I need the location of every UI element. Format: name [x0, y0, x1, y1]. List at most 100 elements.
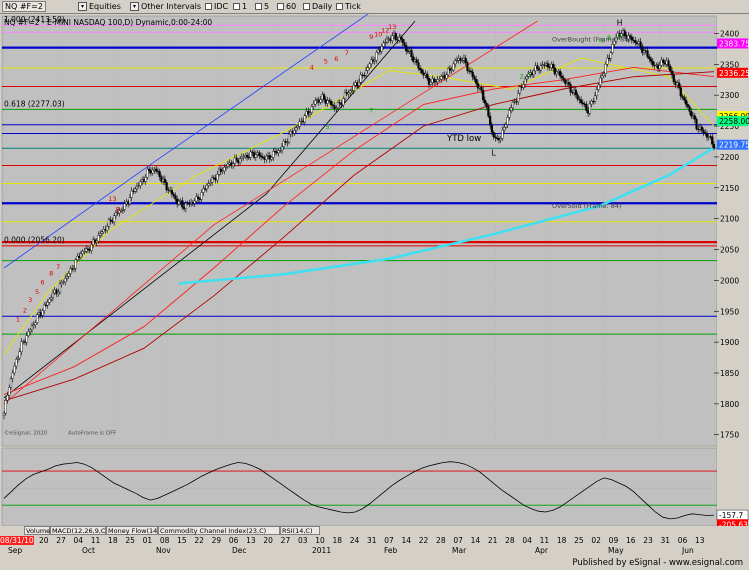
- candle-body: [345, 92, 348, 95]
- day-tick-label: 24: [349, 536, 360, 545]
- candle-body: [496, 137, 499, 139]
- month-tick-label: Sep: [8, 546, 23, 555]
- day-tick-label: 28: [436, 536, 446, 545]
- day-tick-label: 18: [108, 536, 118, 545]
- candle-body: [368, 63, 371, 68]
- candle-body: [298, 121, 301, 127]
- candle-body: [120, 210, 123, 212]
- candle-body: [86, 248, 90, 250]
- candle-body: [649, 58, 653, 62]
- candle-body: [186, 203, 189, 205]
- candle-body: [34, 322, 37, 325]
- candle-body: [681, 95, 684, 98]
- candle-body: [198, 198, 201, 200]
- day-tick-label: 13: [695, 536, 705, 545]
- candle-body: [690, 111, 693, 117]
- chart-area[interactable]: 1 2 3 5 6 8 7 13 8 4 5 6 7 9 10 12 13 5 7 9 6 8 2 3 1.000 (2413…: [0, 11, 749, 530]
- candle-body: [466, 62, 469, 71]
- price-tick-label: 2100: [720, 215, 739, 224]
- indicator-tab[interactable]: Money Flow(14): [106, 526, 160, 535]
- candle-body: [398, 36, 401, 41]
- indicator-tab[interactable]: Commodity Channel Index(23,C): [158, 526, 280, 535]
- symbol-box[interactable]: NQ #F=2: [2, 1, 46, 12]
- candle-body: [457, 58, 460, 61]
- candle-body: [497, 138, 501, 141]
- interval-60[interactable]: 60: [277, 1, 296, 12]
- candle-body: [412, 56, 415, 62]
- candle-body: [455, 59, 459, 62]
- indicator-tab[interactable]: RSI(14,C): [280, 526, 320, 535]
- candle-body: [153, 168, 156, 171]
- interval-tick[interactable]: Tick: [336, 1, 361, 12]
- day-tick-label: 15: [177, 536, 187, 545]
- setup-count-label: 5: [35, 288, 39, 296]
- day-tick-label: 06: [228, 536, 239, 545]
- day-tick-label: 03: [297, 536, 308, 545]
- setup-count-label: 7: [56, 263, 60, 271]
- candle-body: [585, 103, 588, 111]
- candle-body: [169, 190, 172, 192]
- candle-body: [352, 85, 355, 91]
- price-tick-label: 2300: [720, 91, 739, 100]
- candle-body: [536, 65, 539, 70]
- day-tick-label: 23: [643, 536, 653, 545]
- candle-body: [176, 198, 179, 205]
- price-tag: [717, 116, 748, 127]
- setup-count-label: 7: [345, 49, 349, 57]
- candle-body: [354, 82, 357, 86]
- candle-body: [258, 152, 261, 157]
- candle-body: [230, 162, 233, 167]
- candle-body: [118, 210, 121, 214]
- candle-body: [555, 71, 558, 75]
- candle-body: [170, 190, 173, 195]
- indicator-tab[interactable]: MACD(12,26,9,C): [50, 526, 108, 535]
- other-intervals-dropdown[interactable]: ▾ Other Intervals: [130, 1, 201, 12]
- interval-5[interactable]: 5: [255, 1, 269, 12]
- candle-body: [71, 268, 74, 270]
- candle-body: [667, 60, 670, 67]
- candle-body: [399, 36, 403, 40]
- candle-body: [67, 273, 70, 277]
- interval-1[interactable]: 1: [233, 1, 247, 12]
- indicator-tab[interactable]: Volume: [24, 526, 51, 535]
- candle-body: [58, 283, 62, 293]
- candle-body: [79, 253, 83, 258]
- price-tick-label: 2400: [720, 29, 739, 38]
- candle-body: [279, 150, 282, 152]
- countdown-label: 9: [617, 32, 621, 40]
- candle-body: [301, 120, 305, 123]
- interval-daily[interactable]: Daily: [303, 1, 332, 12]
- countdown-label: 7: [369, 106, 373, 114]
- candle-body: [641, 46, 644, 53]
- candle-body: [405, 45, 408, 52]
- setup-count-label: 1: [16, 316, 20, 324]
- candle-body: [245, 154, 249, 158]
- setup-count-label: 8: [49, 269, 53, 277]
- high-marker: H: [617, 18, 623, 27]
- candle-body: [642, 50, 646, 53]
- equities-dropdown[interactable]: ▾ Equities: [78, 1, 121, 12]
- setup-count-label: 4: [310, 64, 314, 72]
- candle-body: [513, 101, 516, 103]
- candle-body: [662, 59, 665, 64]
- candle-body: [366, 67, 369, 71]
- candle-body: [510, 107, 513, 111]
- moving-averages: [3, 57, 715, 402]
- candle-body: [440, 76, 443, 80]
- candle-body: [698, 126, 702, 130]
- candle-body: [653, 64, 656, 67]
- interval-idc[interactable]: IDC: [205, 1, 228, 12]
- candle-body: [592, 100, 595, 103]
- candle-body: [364, 70, 368, 76]
- autoframe-label: AutoFrame is OFF: [68, 431, 116, 437]
- candle-body: [128, 197, 132, 204]
- candle-body: [485, 103, 488, 107]
- candle-body: [100, 231, 104, 234]
- candle-body: [282, 141, 285, 147]
- candle-body: [219, 168, 222, 172]
- candle-body: [317, 99, 320, 103]
- countdown-label: 8: [607, 34, 611, 42]
- candle-body: [280, 146, 284, 151]
- candle-body: [438, 79, 441, 81]
